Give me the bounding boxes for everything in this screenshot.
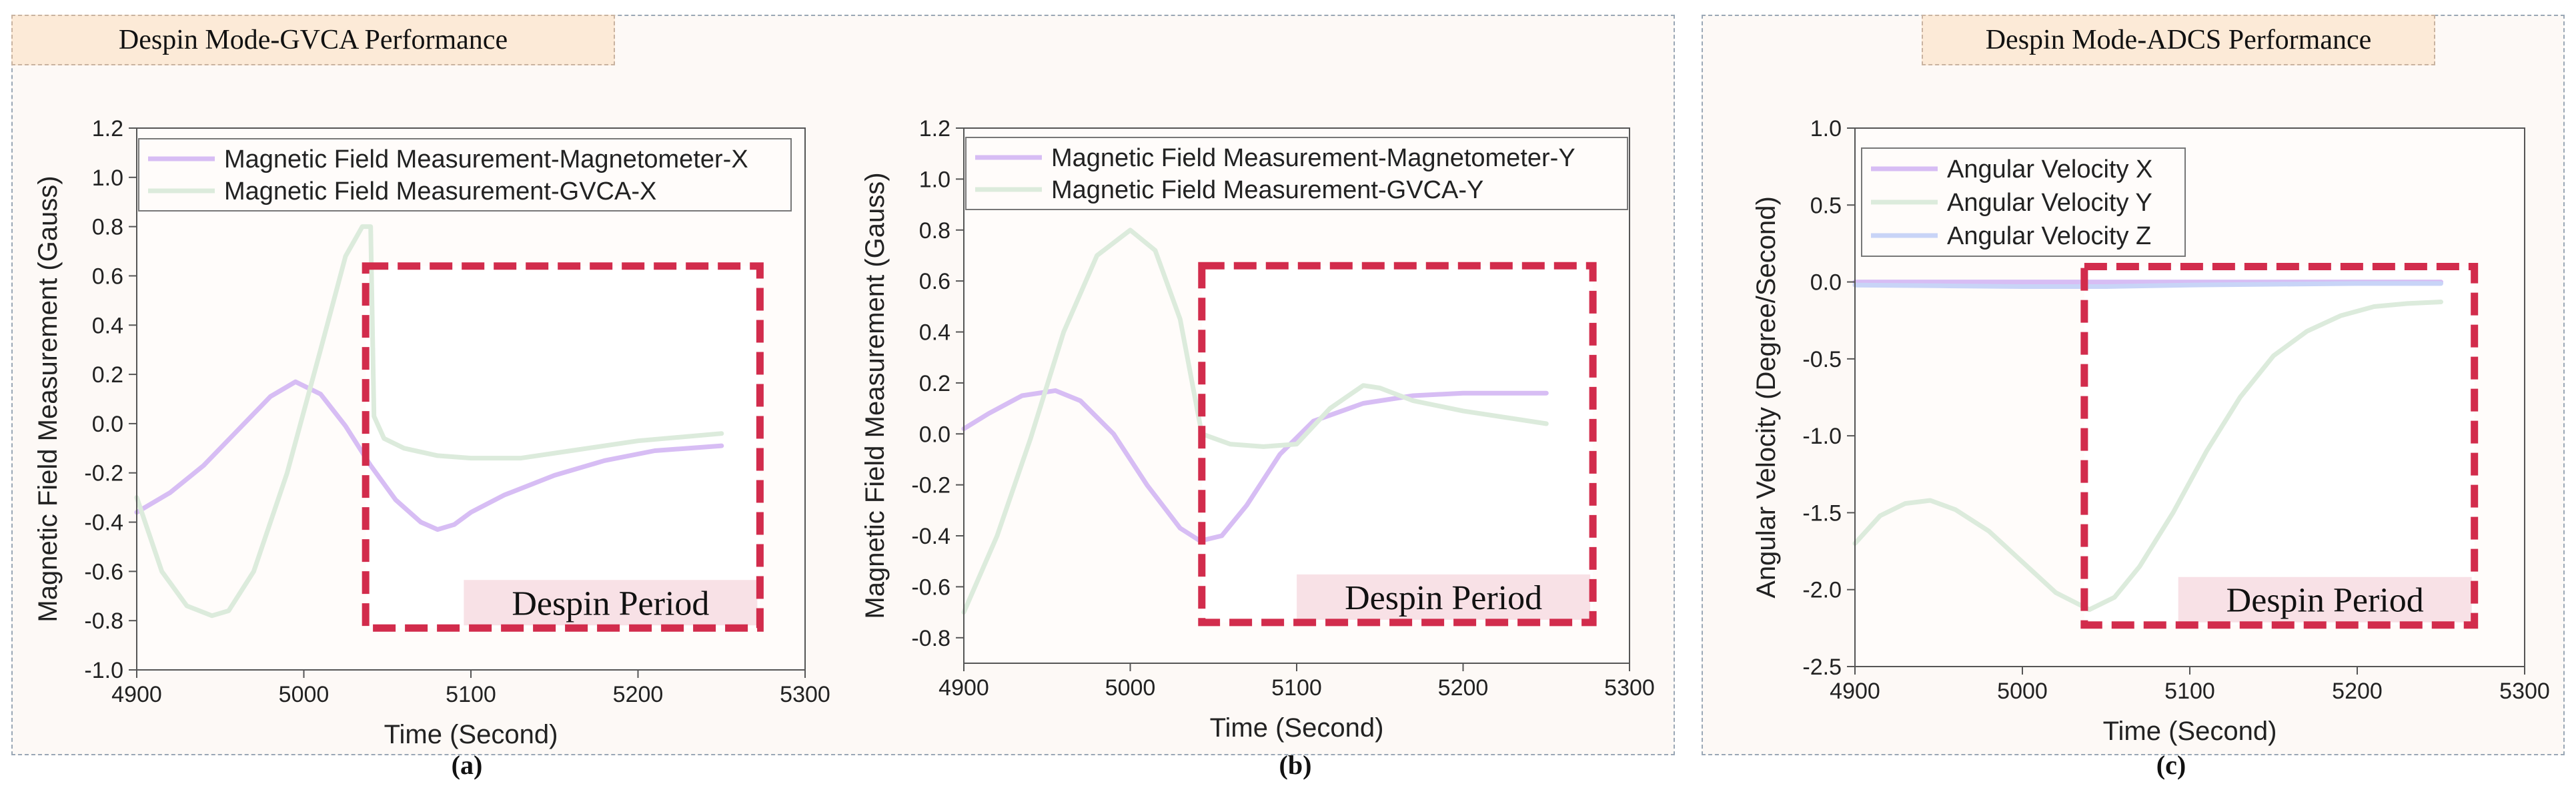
x-tick-label: 5200 [2332,679,2383,704]
y-tick-label: -0.2 [911,473,950,498]
y-tick-label: -0.5 [1802,347,1842,372]
y-tick-label: 0.0 [1810,270,1842,296]
y-tick-label: -1.0 [1802,424,1842,449]
legend-box [138,138,792,212]
x-axis-label: Time (Second) [2103,717,2277,746]
legend-entry: Angular Velocity Z [1947,222,2151,250]
despin-period-label: Despin Period [512,584,709,623]
x-tick-label: 5200 [613,682,664,707]
y-tick-label: -1.0 [84,658,123,683]
y-tick-label: 0.0 [919,422,950,447]
chart-c: Despin Period -2.5 -2.0 -1.5 -1.0 -0.5 0.0 0.5 1… [1752,116,2550,746]
series-line-2 [961,228,1549,615]
series-line-2 [134,224,724,619]
y-tick-label: 0.8 [919,218,950,244]
y-tick-label: -0.6 [84,559,123,584]
y-axis-label: Magnetic Field Measurement (Gauss) [33,175,63,622]
y-tick-label: 0.0 [92,412,123,437]
y-tick-label: 1.2 [919,116,950,141]
despin-period-label: Despin Period [1345,579,1542,617]
x-tick-label: 5100 [2164,679,2215,704]
y-tick-label: -0.6 [911,574,950,600]
x-axis-label: Time (Second) [1210,713,1384,743]
caption-a: (a) [451,750,483,780]
y-tick-label: 1.0 [919,167,950,192]
legend-entry: Angular Velocity Y [1947,189,2152,217]
y-tick-label: -0.2 [84,461,123,486]
y-tick-label: 1.2 [92,116,123,141]
chart-a: Despin Period -1.0 -0.8 -0.6 -0.4 -0.2 0.0 0.2 0… [33,116,830,749]
despin-box [2080,263,2479,629]
y-axis-label: Angular Velocity (Degree/Second) [1752,196,1781,599]
y-axis-label: Magnetic Field Measurement (Gauss) [860,172,890,619]
despin-label-bg [1297,574,1591,620]
legend-box [965,137,1628,210]
legend-entry: Magnetic Field Measurement-GVCA-Y [1051,176,1483,204]
x-tick-label: 5000 [1997,679,2048,704]
y-tick-label: -0.8 [84,609,123,634]
y-tick-label: -2.0 [1802,578,1842,603]
x-tick-label: 5300 [780,682,830,707]
x-tick-label: 4900 [111,682,162,707]
y-tick-label: -0.4 [84,510,123,536]
adcs-panel-title: Despin Mode-ADCS Performance [1922,15,2435,65]
series-line-2 [1852,300,2443,613]
y-tick-label: -0.8 [911,626,950,651]
x-tick-label: 5000 [279,682,330,707]
y-tick-label: 0.4 [92,313,123,338]
y-tick-label: 1.0 [92,165,123,191]
legend-entry: Magnetic Field Measurement-Magnetometer-… [224,145,748,173]
x-tick-label: 5200 [1438,675,1489,701]
y-tick-label: 0.8 [92,215,123,240]
series-line-1 [134,379,724,532]
gvca-panel-title: Despin Mode-GVCA Performance [11,15,615,65]
y-tick-label: -0.4 [911,524,950,549]
series-line-3 [1852,281,2443,289]
x-tick-label: 5100 [446,682,496,707]
despin-box-fill [2084,266,2475,625]
x-tick-label: 5300 [1604,675,1655,701]
despin-box [1198,262,1597,627]
legend-entry: Magnetic Field Measurement-GVCA-X [224,177,656,206]
y-tick-label: 0.2 [919,371,950,396]
x-tick-label: 5300 [2499,679,2550,704]
x-tick-label: 5000 [1105,675,1156,701]
y-tick-label: -2.5 [1802,655,1842,680]
chart-b: Despin Period -0.8 -0.6 -0.4 -0.2 0.0 0.2 0.4 0.… [860,116,1655,743]
x-tick-label: 4900 [1830,679,1880,704]
y-tick-label: 0.6 [92,264,123,289]
x-axis-label: Time (Second) [384,720,558,749]
y-tick-label: 1.0 [1810,116,1842,141]
despin-label-bg [464,580,758,626]
y-tick-label: 0.6 [919,269,950,294]
caption-c: (c) [2156,750,2186,780]
y-tick-label: -1.5 [1802,500,1842,526]
x-tick-label: 5100 [1271,675,1322,701]
legend-entry: Magnetic Field Measurement-Magnetometer-… [1051,144,1575,172]
y-tick-label: 0.5 [1810,193,1842,218]
despin-box [362,262,764,632]
legend-entry: Angular Velocity X [1947,155,2152,183]
despin-period-label: Despin Period [2226,582,2424,620]
y-tick-label: 0.4 [919,320,950,346]
despin-label-bg [2178,576,2472,623]
caption-b: (b) [1279,750,1312,780]
y-tick-label: 0.2 [92,362,123,388]
x-tick-label: 4900 [938,675,989,701]
